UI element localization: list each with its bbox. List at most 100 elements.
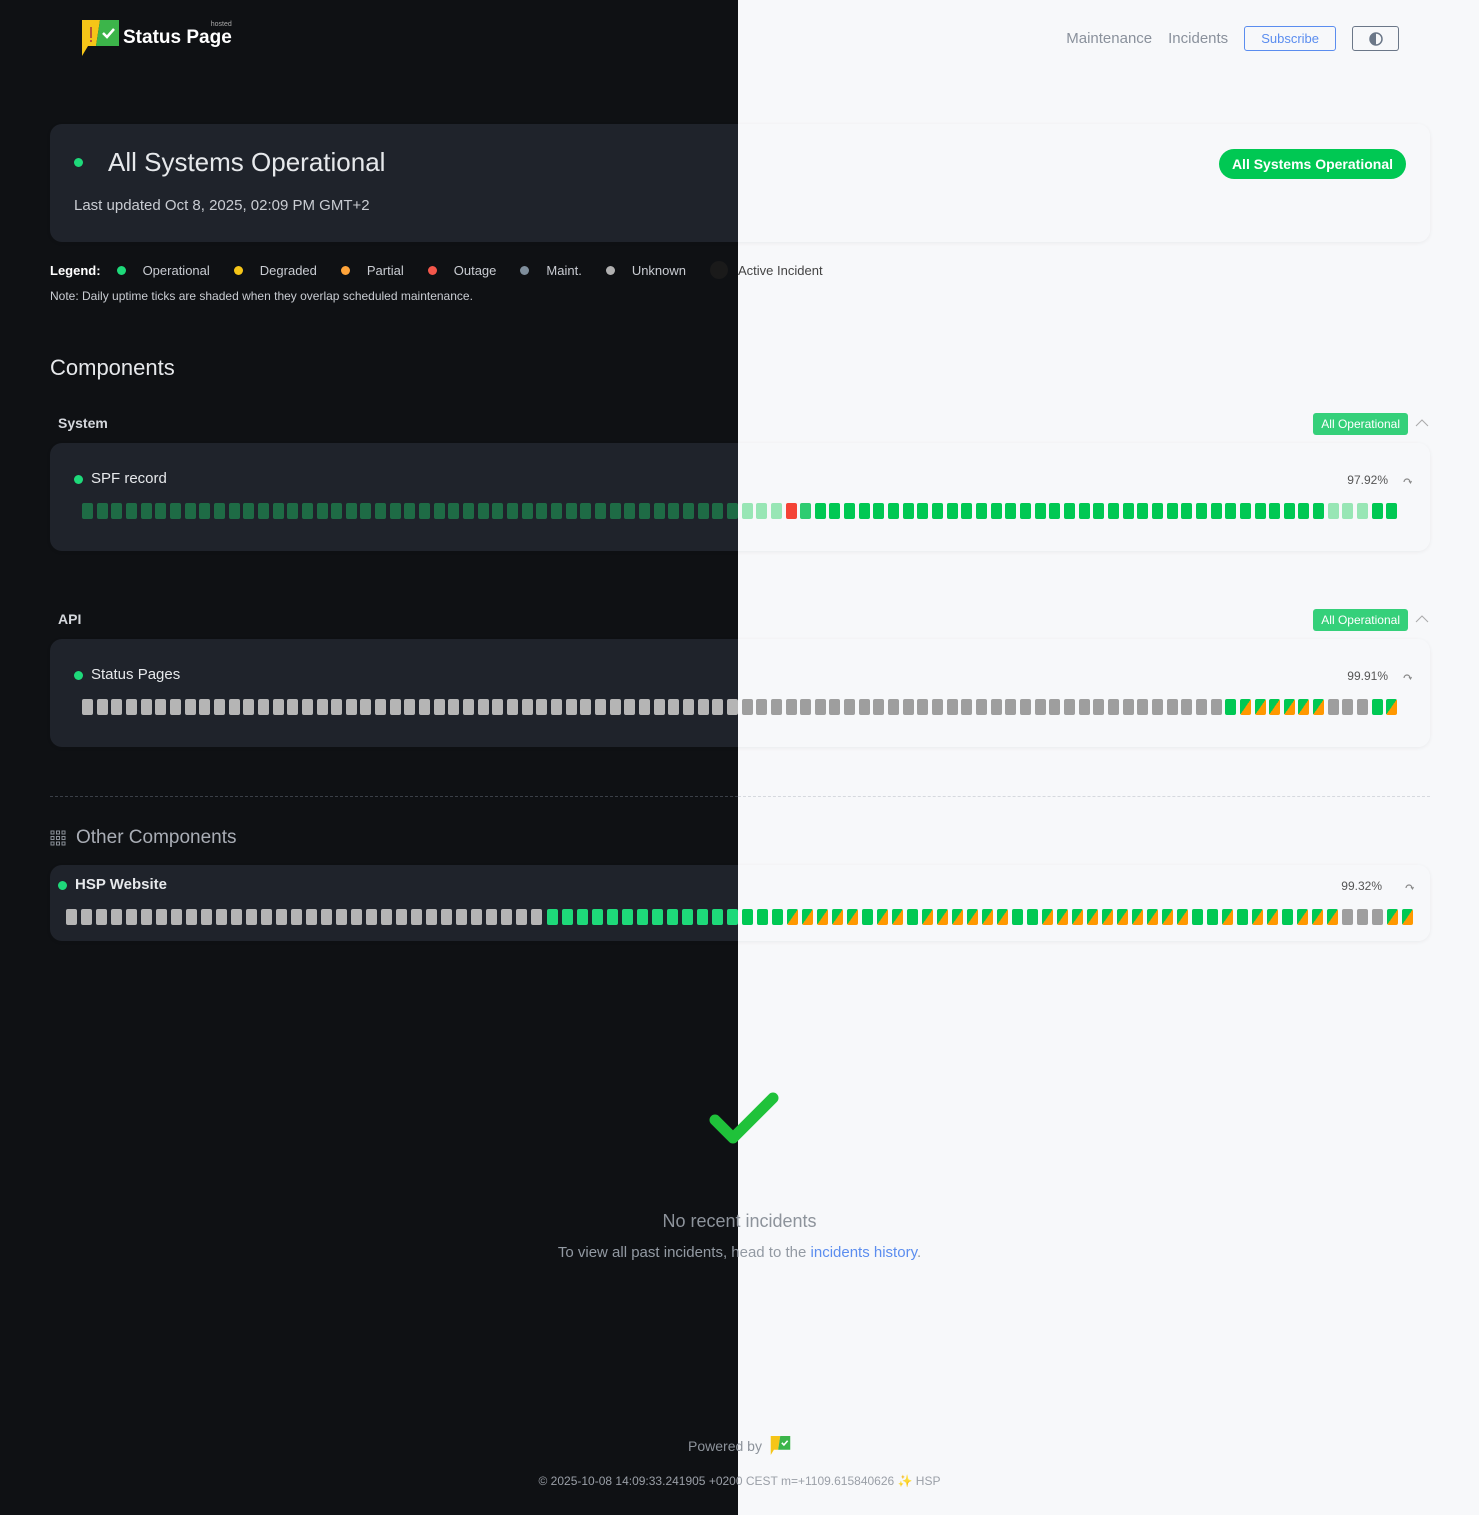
uptime-tick-op[interactable]	[1107, 503, 1119, 519]
uptime-tick-partial[interactable]	[921, 909, 933, 925]
uptime-tick-op[interactable]	[902, 503, 914, 519]
uptime-tick-unknown[interactable]	[316, 699, 328, 715]
uptime-tick-shaded[interactable]	[331, 503, 343, 519]
uptime-tick-op[interactable]	[1269, 503, 1281, 519]
uptime-tick-unknown[interactable]	[448, 699, 460, 715]
uptime-tick-op[interactable]	[844, 503, 856, 519]
uptime-tick-partial[interactable]	[1267, 909, 1279, 925]
uptime-tick-op[interactable]	[1207, 909, 1219, 925]
uptime-tick-unknown[interactable]	[492, 699, 504, 715]
uptime-tick-unknown[interactable]	[1063, 699, 1075, 715]
uptime-tick-op[interactable]	[1049, 503, 1061, 519]
uptime-tick-unknown[interactable]	[126, 909, 138, 925]
uptime-tick-unknown[interactable]	[321, 909, 333, 925]
uptime-tick-op[interactable]	[1122, 503, 1134, 519]
uptime-tick-unknown[interactable]	[668, 699, 680, 715]
uptime-tick-op[interactable]	[696, 909, 708, 925]
uptime-tick-shaded[interactable]	[433, 503, 445, 519]
uptime-tick-op[interactable]	[976, 503, 988, 519]
chevron-up-icon[interactable]	[1415, 418, 1429, 428]
uptime-tick-op[interactable]	[1151, 503, 1163, 519]
uptime-tick-shaded[interactable]	[257, 503, 269, 519]
subscribe-button[interactable]: Subscribe	[1244, 26, 1336, 51]
uptime-tick-shaded[interactable]	[726, 503, 738, 519]
uptime-tick-unknown[interactable]	[1049, 699, 1061, 715]
uptime-tick-op[interactable]	[1005, 503, 1017, 519]
uptime-tick-shaded[interactable]	[668, 503, 680, 519]
uptime-tick-op[interactable]	[861, 909, 873, 925]
uptime-tick-shaded[interactable]	[155, 503, 167, 519]
uptime-tick-partial[interactable]	[966, 909, 978, 925]
uptime-tick-op[interactable]	[1181, 503, 1193, 519]
uptime-tick-op[interactable]	[1195, 503, 1207, 519]
uptime-tick-unknown[interactable]	[336, 909, 348, 925]
uptime-tick-partial[interactable]	[1222, 909, 1234, 925]
logo-small-icon[interactable]	[770, 1436, 791, 1455]
uptime-tick-unknown[interactable]	[389, 699, 401, 715]
uptime-tick-unknown[interactable]	[199, 699, 211, 715]
uptime-tick-op[interactable]	[636, 909, 648, 925]
uptime-tick-op[interactable]	[1283, 503, 1295, 519]
uptime-tick-shaded[interactable]	[345, 503, 357, 519]
uptime-tick-op[interactable]	[1298, 503, 1310, 519]
uptime-tick-op[interactable]	[1386, 503, 1398, 519]
uptime-tick-unknown[interactable]	[1210, 699, 1222, 715]
uptime-tick-unknown[interactable]	[140, 699, 152, 715]
uptime-tick-partial[interactable]	[1386, 699, 1398, 715]
uptime-tick-shaded[interactable]	[712, 503, 724, 519]
uptime-tick-unknown[interactable]	[261, 909, 273, 925]
uptime-tick-unknown[interactable]	[228, 699, 240, 715]
uptime-tick-unknown[interactable]	[594, 699, 606, 715]
uptime-tick-unknown[interactable]	[301, 699, 313, 715]
nav-maintenance[interactable]: Maintenance	[1066, 30, 1153, 47]
uptime-tick-unknown[interactable]	[111, 909, 123, 925]
uptime-tick-unknown[interactable]	[1195, 699, 1207, 715]
uptime-tick-op[interactable]	[576, 909, 588, 925]
uptime-tick-unknown[interactable]	[441, 909, 453, 925]
theme-toggle-button[interactable]	[1352, 26, 1399, 51]
uptime-tick-unknown[interactable]	[96, 909, 108, 925]
uptime-tick-unknown[interactable]	[697, 699, 709, 715]
uptime-tick-unknown[interactable]	[932, 699, 944, 715]
uptime-tick-op[interactable]	[932, 503, 944, 519]
uptime-tick-shaded[interactable]	[551, 503, 562, 519]
uptime-tick-op[interactable]	[814, 503, 826, 519]
uptime-tick-unknown[interactable]	[141, 909, 153, 925]
uptime-tick-shaded[interactable]	[404, 503, 416, 519]
uptime-tick-op[interactable]	[858, 503, 870, 519]
uptime-tick-shaded[interactable]	[96, 503, 108, 519]
chevron-up-icon[interactable]	[1415, 614, 1429, 624]
uptime-tick-unknown[interactable]	[1137, 699, 1149, 715]
uptime-tick-unknown[interactable]	[946, 699, 958, 715]
uptime-tick-unknown[interactable]	[360, 699, 372, 715]
uptime-tick-shaded[interactable]	[213, 503, 225, 519]
uptime-tick-unknown[interactable]	[331, 699, 343, 715]
uptime-tick-partial[interactable]	[1102, 909, 1114, 925]
component-card[interactable]: Status Pages 99.91%	[50, 639, 1430, 747]
uptime-tick-unknown[interactable]	[272, 699, 284, 715]
uptime-tick-unknown[interactable]	[276, 909, 288, 925]
uptime-tick-op[interactable]	[1192, 909, 1204, 925]
uptime-tick-op[interactable]	[741, 909, 753, 925]
uptime-tick-unknown[interactable]	[156, 909, 168, 925]
uptime-tick-unknown[interactable]	[1122, 699, 1134, 715]
uptime-tick-unknown[interactable]	[396, 909, 408, 925]
uptime-tick-unknown[interactable]	[213, 699, 225, 715]
uptime-tick-shaded[interactable]	[140, 503, 152, 519]
uptime-tick-partial[interactable]	[1402, 909, 1414, 925]
uptime-tick-unknown[interactable]	[456, 909, 468, 925]
uptime-tick-unknown[interactable]	[1078, 699, 1090, 715]
component-card[interactable]: SPF record 97.92%	[50, 443, 1430, 551]
uptime-tick-shaded[interactable]	[301, 503, 313, 519]
uptime-tick-partial[interactable]	[1042, 909, 1054, 925]
uptime-tick-shaded[interactable]	[184, 503, 196, 519]
uptime-tick-op[interactable]	[873, 503, 885, 519]
uptime-tick-unknown[interactable]	[375, 699, 387, 715]
uptime-tick-op[interactable]	[1027, 909, 1038, 925]
uptime-tick-partial[interactable]	[876, 909, 888, 925]
uptime-tick-op[interactable]	[1078, 503, 1090, 519]
uptime-tick-op[interactable]	[1137, 503, 1149, 519]
uptime-tick-unknown[interactable]	[536, 699, 548, 715]
uptime-tick-unknown[interactable]	[609, 699, 621, 715]
uptime-tick-shaded[interactable]	[653, 503, 665, 519]
